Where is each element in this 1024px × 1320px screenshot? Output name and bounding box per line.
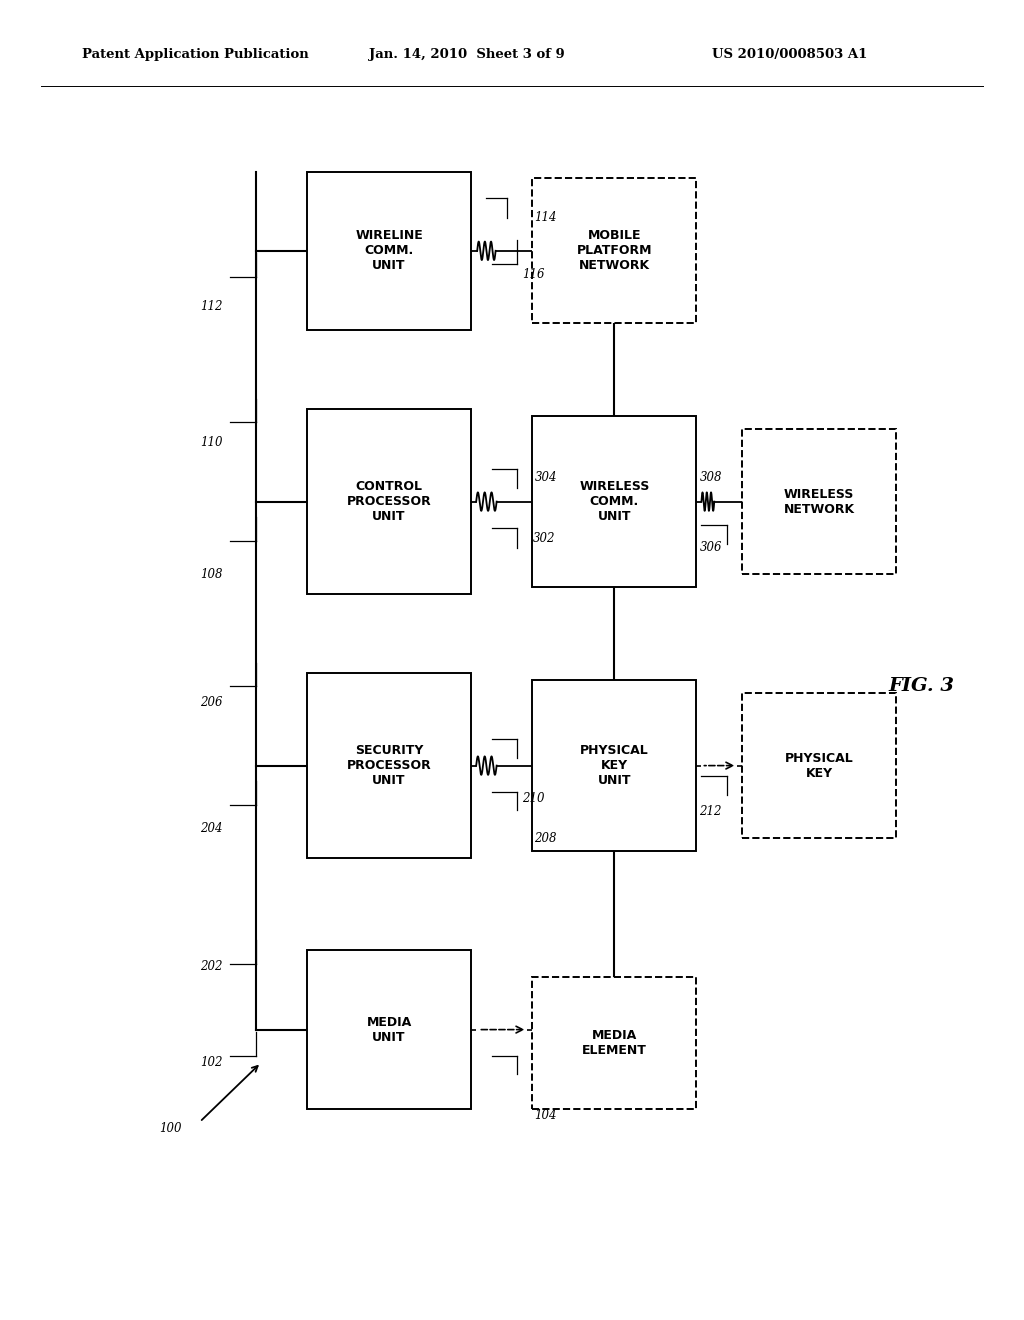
Text: 114: 114 <box>535 211 557 224</box>
Bar <box>307 673 471 858</box>
Text: WIRELESS
COMM.
UNIT: WIRELESS COMM. UNIT <box>580 480 649 523</box>
Text: MEDIA
ELEMENT: MEDIA ELEMENT <box>582 1028 647 1057</box>
Text: Jan. 14, 2010  Sheet 3 of 9: Jan. 14, 2010 Sheet 3 of 9 <box>369 48 564 61</box>
Bar <box>532 416 696 587</box>
Text: 202: 202 <box>200 960 222 973</box>
Bar <box>532 178 696 323</box>
Text: 108: 108 <box>200 568 222 581</box>
Bar <box>742 429 896 574</box>
Text: 204: 204 <box>200 822 222 836</box>
Text: US 2010/0008503 A1: US 2010/0008503 A1 <box>712 48 867 61</box>
Text: WIRELESS
NETWORK: WIRELESS NETWORK <box>783 487 855 516</box>
Text: 208: 208 <box>535 832 557 845</box>
Text: 112: 112 <box>200 300 222 313</box>
Text: 104: 104 <box>535 1109 557 1122</box>
Bar <box>742 693 896 838</box>
Bar <box>307 409 471 594</box>
Text: 302: 302 <box>532 532 555 545</box>
Text: 110: 110 <box>200 436 222 449</box>
Text: 306: 306 <box>699 541 722 554</box>
Text: MOBILE
PLATFORM
NETWORK: MOBILE PLATFORM NETWORK <box>577 230 652 272</box>
Bar <box>307 172 471 330</box>
Bar <box>532 977 696 1109</box>
Text: FIG. 3: FIG. 3 <box>889 677 954 696</box>
Text: PHYSICAL
KEY: PHYSICAL KEY <box>784 751 854 780</box>
Text: 308: 308 <box>699 471 722 484</box>
Text: CONTROL
PROCESSOR
UNIT: CONTROL PROCESSOR UNIT <box>347 480 431 523</box>
Text: 206: 206 <box>200 696 222 709</box>
Text: 102: 102 <box>200 1056 222 1069</box>
Text: 116: 116 <box>522 268 545 281</box>
Text: 100: 100 <box>159 1122 181 1135</box>
Text: SECURITY
PROCESSOR
UNIT: SECURITY PROCESSOR UNIT <box>347 744 431 787</box>
Text: MEDIA
UNIT: MEDIA UNIT <box>367 1015 412 1044</box>
Text: 304: 304 <box>535 471 557 484</box>
Text: 210: 210 <box>522 792 545 805</box>
Text: Patent Application Publication: Patent Application Publication <box>82 48 308 61</box>
Bar <box>307 950 471 1109</box>
Text: 212: 212 <box>699 805 722 818</box>
Text: WIRELINE
COMM.
UNIT: WIRELINE COMM. UNIT <box>355 230 423 272</box>
Bar <box>532 680 696 851</box>
Text: PHYSICAL
KEY
UNIT: PHYSICAL KEY UNIT <box>580 744 649 787</box>
